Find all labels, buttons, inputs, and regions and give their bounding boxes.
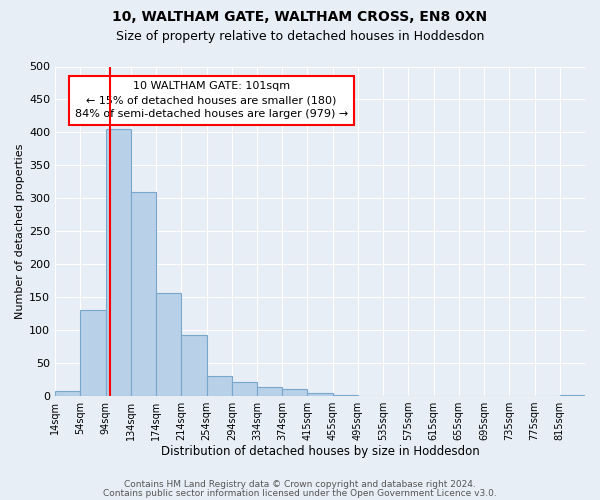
Bar bbox=[131, 192, 156, 396]
Bar bbox=[206, 376, 232, 396]
Bar bbox=[156, 292, 181, 396]
Text: 10 WALTHAM GATE: 101sqm
← 15% of detached houses are smaller (180)
84% of semi-d: 10 WALTHAM GATE: 101sqm ← 15% of detache… bbox=[75, 82, 348, 120]
Bar bbox=[282, 390, 307, 396]
Text: Size of property relative to detached houses in Hoddesdon: Size of property relative to detached ho… bbox=[116, 30, 484, 43]
Bar bbox=[106, 129, 131, 396]
Bar bbox=[232, 382, 257, 396]
Bar bbox=[307, 392, 332, 396]
Bar bbox=[80, 310, 106, 396]
Bar bbox=[55, 392, 80, 396]
Text: Contains HM Land Registry data © Crown copyright and database right 2024.: Contains HM Land Registry data © Crown c… bbox=[124, 480, 476, 489]
Y-axis label: Number of detached properties: Number of detached properties bbox=[15, 144, 25, 319]
X-axis label: Distribution of detached houses by size in Hoddesdon: Distribution of detached houses by size … bbox=[161, 444, 479, 458]
Text: Contains public sector information licensed under the Open Government Licence v3: Contains public sector information licen… bbox=[103, 488, 497, 498]
Bar bbox=[257, 386, 282, 396]
Text: 10, WALTHAM GATE, WALTHAM CROSS, EN8 0XN: 10, WALTHAM GATE, WALTHAM CROSS, EN8 0XN bbox=[112, 10, 488, 24]
Bar bbox=[181, 336, 206, 396]
